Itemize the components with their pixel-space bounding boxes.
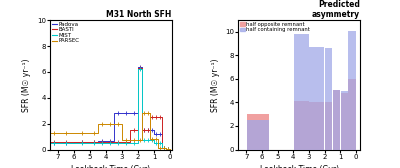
X-axis label: Lookback Time (Gyr): Lookback Time (Gyr)	[71, 165, 150, 168]
Bar	[340, 93, 348, 150]
Bar	[294, 34, 309, 150]
Legend: half opposite remnant, half containing remnant: half opposite remnant, half containing r…	[240, 21, 311, 33]
Bar	[247, 120, 270, 150]
Bar	[340, 91, 348, 150]
Bar	[325, 102, 332, 150]
Bar	[247, 114, 270, 150]
Text: Predicted
asymmetry: Predicted asymmetry	[312, 0, 360, 19]
Bar	[309, 102, 324, 150]
Bar	[333, 90, 340, 150]
Y-axis label: SFR (M☉ yr⁻¹): SFR (M☉ yr⁻¹)	[211, 58, 220, 112]
X-axis label: Lookback Time (Gyr): Lookback Time (Gyr)	[260, 165, 339, 168]
Text: M31 North SFH: M31 North SFH	[106, 10, 172, 19]
Legend: Padova, BASTI, MIST, PARSEC: Padova, BASTI, MIST, PARSEC	[51, 21, 80, 44]
Bar	[325, 48, 332, 150]
Bar	[309, 47, 324, 150]
Bar	[348, 31, 356, 150]
Bar	[294, 101, 309, 150]
Bar	[348, 79, 356, 150]
Y-axis label: SFR (M☉ yr⁻¹): SFR (M☉ yr⁻¹)	[22, 58, 31, 112]
Bar	[333, 90, 340, 150]
